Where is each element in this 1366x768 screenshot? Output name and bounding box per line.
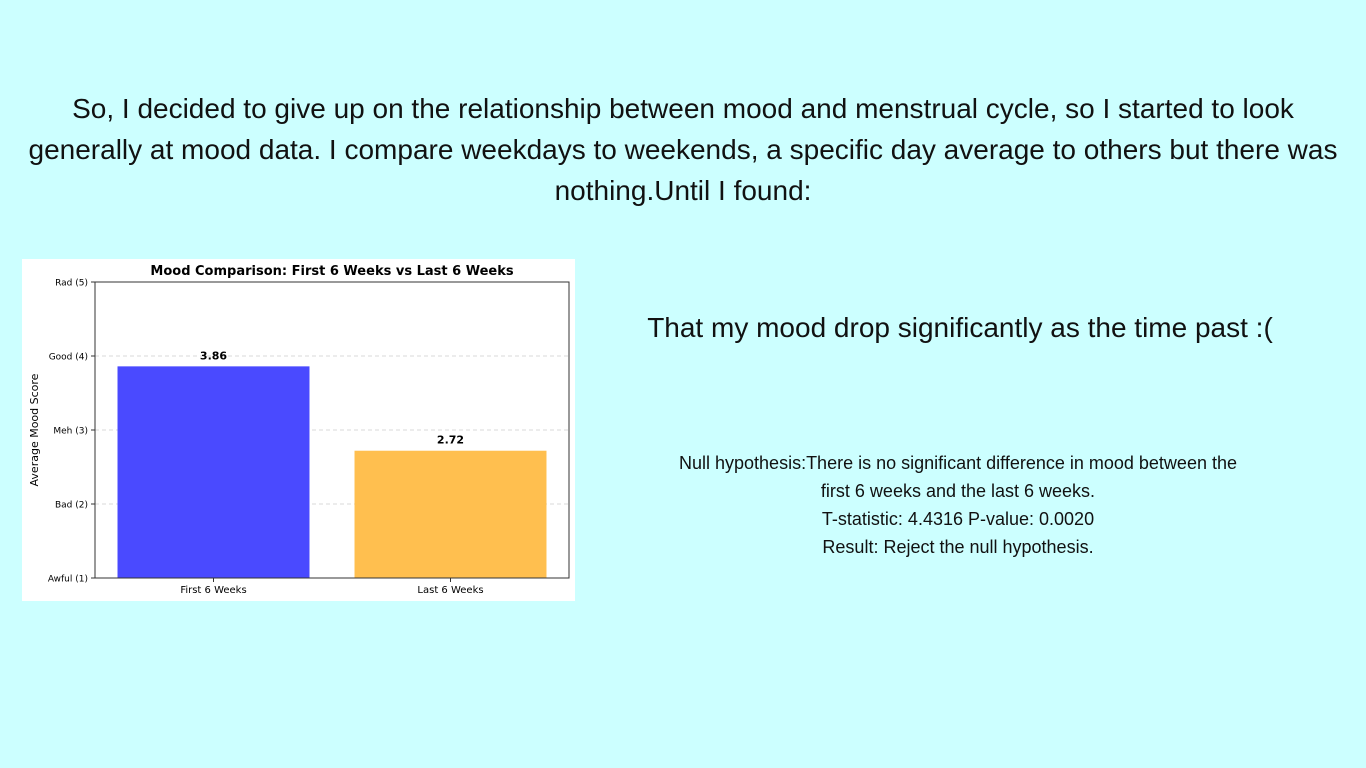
intro-line-2: generally at mood data. I compare weekda… [28, 134, 1338, 165]
y-tick-label: Bad (2) [55, 501, 88, 511]
null-hypothesis-line-1: Null hypothesis:There is no significant … [679, 453, 1237, 473]
y-tick-label: Rad (5) [55, 279, 88, 289]
mood-comparison-chart: Awful (1) Bad (2) Meh (3) Good (4) Rad (5) Fi… [22, 259, 575, 601]
bar-value-label: 2.72 [437, 434, 464, 447]
bar-value-label: 3.86 [200, 349, 227, 362]
intro-line-1: So, I decided to give up on the relation… [72, 93, 1294, 124]
chart-title: Mood Comparison: First 6 Weeks vs Last 6… [150, 264, 513, 279]
null-hypothesis-line-2: first 6 weeks and the last 6 weeks. [820, 481, 1096, 501]
y-tick-label: Good (4) [49, 353, 88, 363]
y-tick-label: Meh (3) [53, 427, 88, 437]
bar-2 [354, 450, 547, 578]
y-axis-label: Average Mood Score [28, 373, 41, 486]
chart-svg: Awful (1) Bad (2) Meh (3) Good (4) Rad (5) Fi… [28, 264, 570, 596]
hypothesis-test-summary: Null hypothesis:There is no significant … [600, 449, 1316, 561]
test-statistics: T-statistic: 4.4316 P-value: 0.0020 [821, 509, 1095, 529]
x-tick-label: First 6 Weeks [180, 585, 246, 596]
intro-text: So, I decided to give up on the relation… [0, 88, 1366, 211]
test-result: Result: Reject the null hypothesis. [822, 537, 1094, 557]
headline: That my mood drop significantly as the t… [647, 312, 1273, 343]
x-tick-label: Last 6 Weeks [417, 585, 483, 596]
y-tick-label: Awful (1) [48, 575, 88, 585]
intro-line-3: nothing.Until I found: [554, 175, 812, 206]
bar-1 [117, 366, 310, 578]
